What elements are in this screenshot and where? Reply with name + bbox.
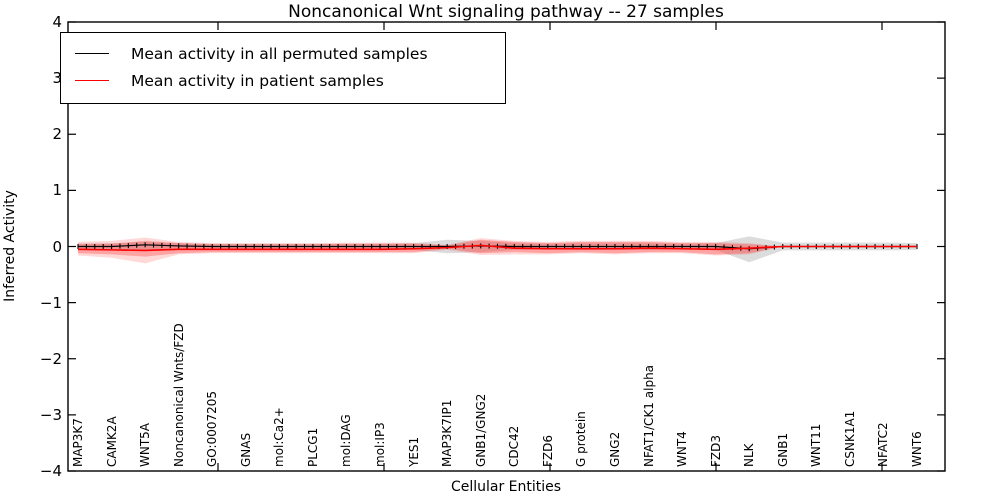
category-label: mol:IP3 <box>373 422 388 467</box>
legend-entry-permuted: Mean activity in all permuted samples <box>75 40 495 67</box>
category-label: WNT11 <box>809 423 824 467</box>
category-label: YES1 <box>406 436 421 467</box>
category-label: GO:0007205 <box>205 390 220 467</box>
category-label: WNT5A <box>138 422 153 467</box>
category-label: GNAS <box>238 432 253 467</box>
y-tick-label: 2 <box>52 125 62 144</box>
y-tick-label: 4 <box>52 13 62 31</box>
y-tick-label: −4 <box>39 462 62 480</box>
legend: Mean activity in all permuted samples Me… <box>60 32 506 104</box>
category-label: GNG2 <box>607 431 622 467</box>
y-tick-label: 3 <box>52 69 62 88</box>
category-label: FZD6 <box>540 435 555 467</box>
category-label: NFAT1/CK1 alpha <box>641 364 656 467</box>
band-permuted-range <box>78 236 917 263</box>
legend-label: Mean activity in all permuted samples <box>131 44 428 63</box>
category-label: CSNK1A1 <box>842 410 857 467</box>
y-tick-label: −2 <box>39 349 62 368</box>
category-label: PLCG1 <box>305 427 320 467</box>
y-tick-label: −3 <box>39 405 62 424</box>
y-tick-label: 1 <box>52 181 62 200</box>
category-label: WNT6 <box>910 431 924 467</box>
legend-line-sample-black <box>75 53 109 54</box>
category-label: mol:DAG <box>339 414 354 467</box>
category-label: mol:Ca2+ <box>272 407 287 467</box>
category-label: NLK <box>742 443 757 467</box>
x-axis-label: Cellular Entities <box>450 479 562 495</box>
category-label: MAP3K7 <box>71 418 85 467</box>
legend-label: Mean activity in patient samples <box>131 71 384 90</box>
category-label: G protein <box>574 411 589 467</box>
category-label: Noncanonical Wnts/FZD <box>171 323 186 467</box>
category-label: WNT4 <box>675 431 690 467</box>
line-patient-mean <box>77 244 917 252</box>
category-label: NFATC2 <box>876 422 891 467</box>
category-label: CAMK2A <box>104 416 119 467</box>
band-patient-outer <box>78 237 917 264</box>
y-tick-label: 0 <box>52 237 62 256</box>
category-label: GNB1 <box>775 432 790 467</box>
category-label: GNB1/GNG2 <box>473 393 488 467</box>
category-label: MAP3K7IP1 <box>440 399 455 467</box>
chart-title: Noncanonical Wnt signaling pathway -- 27… <box>288 2 724 22</box>
y-axis-label: Inferred Activity <box>2 190 18 302</box>
y-tick-label: −1 <box>39 293 62 312</box>
category-label: FZD3 <box>708 435 723 467</box>
category-label: CDC42 <box>507 425 522 467</box>
legend-entry-patient: Mean activity in patient samples <box>75 67 495 94</box>
legend-line-sample-red <box>75 80 109 81</box>
